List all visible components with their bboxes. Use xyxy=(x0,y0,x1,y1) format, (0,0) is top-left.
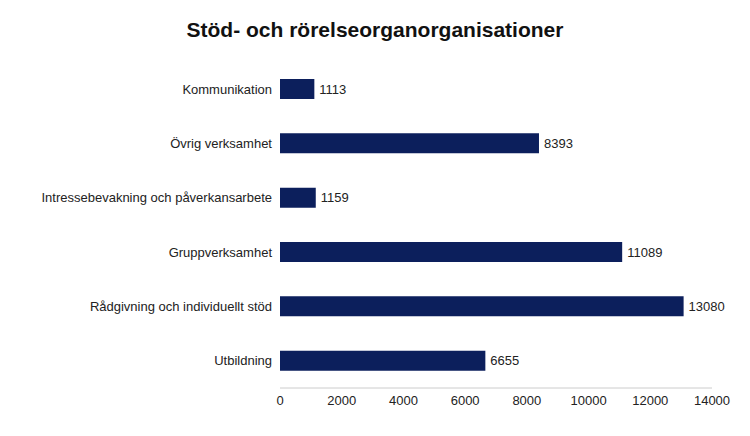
svg-text:Övrig verksamhet: Övrig verksamhet xyxy=(170,136,272,151)
svg-text:4000: 4000 xyxy=(389,393,418,408)
svg-text:1113: 1113 xyxy=(319,82,346,97)
svg-text:Intressebevakning och påverkan: Intressebevakning och påverkansarbete xyxy=(41,190,272,205)
svg-text:Rådgivning och individuellt st: Rådgivning och individuellt stöd xyxy=(90,299,272,314)
html-text:Stöd- och rörelseorganorganisa: Stöd- och rörelseorganorganisationer xyxy=(186,18,564,41)
svg-text:11089: 11089 xyxy=(627,245,662,260)
svg-text:8393: 8393 xyxy=(544,136,573,151)
svg-text:6655: 6655 xyxy=(490,353,519,368)
svg-text:0: 0 xyxy=(276,393,283,408)
svg-text:10000: 10000 xyxy=(570,393,606,408)
svg-text:14000: 14000 xyxy=(694,393,730,408)
svg-text:6000: 6000 xyxy=(451,393,480,408)
svg-text:8000: 8000 xyxy=(512,393,541,408)
svg-text:Gruppverksamhet: Gruppverksamhet xyxy=(169,245,273,260)
svg-text:1159: 1159 xyxy=(321,190,349,205)
svg-text:12000: 12000 xyxy=(632,393,668,408)
svg-text:Utbildning: Utbildning xyxy=(214,353,272,368)
svg-text:Kommunikation: Kommunikation xyxy=(182,82,272,97)
svg-text:13080: 13080 xyxy=(689,299,725,314)
svg-text:2000: 2000 xyxy=(327,393,356,408)
